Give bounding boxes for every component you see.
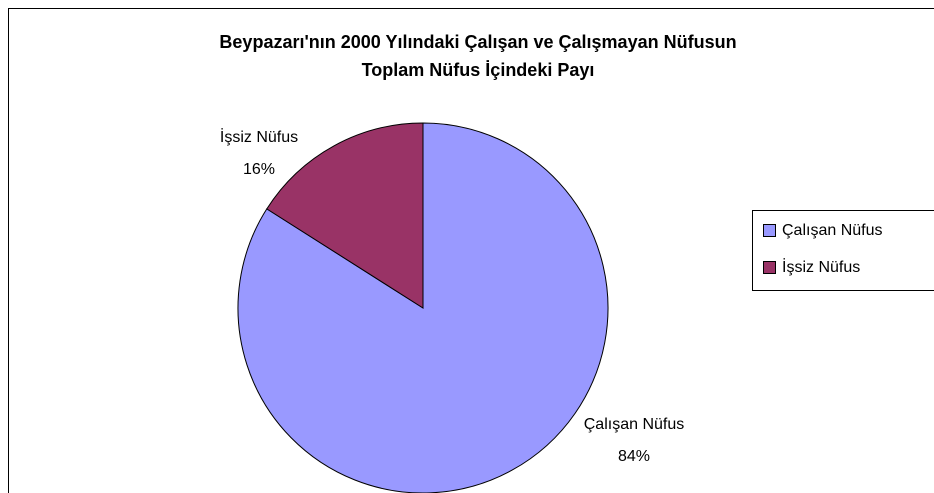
legend-box — [752, 210, 934, 291]
pie-slice — [266, 122, 424, 309]
legend-label: İşsiz Nüfus — [782, 257, 860, 276]
chart-title: Toplam Nüfus İçindeki Payı — [362, 60, 595, 80]
legend-swatch — [763, 261, 776, 274]
chart-title: Beypazarı'nın 2000 Yılındaki Çalışan ve … — [219, 32, 736, 52]
slice-label: Çalışan Nüfus — [584, 416, 685, 433]
slice-value-label: 84% — [618, 448, 650, 465]
slice-label: İşsiz Nüfus — [220, 127, 298, 146]
legend-swatch — [763, 224, 776, 237]
legend-label: Çalışan Nüfus — [782, 222, 883, 239]
slice-value-label: 16% — [243, 161, 275, 178]
